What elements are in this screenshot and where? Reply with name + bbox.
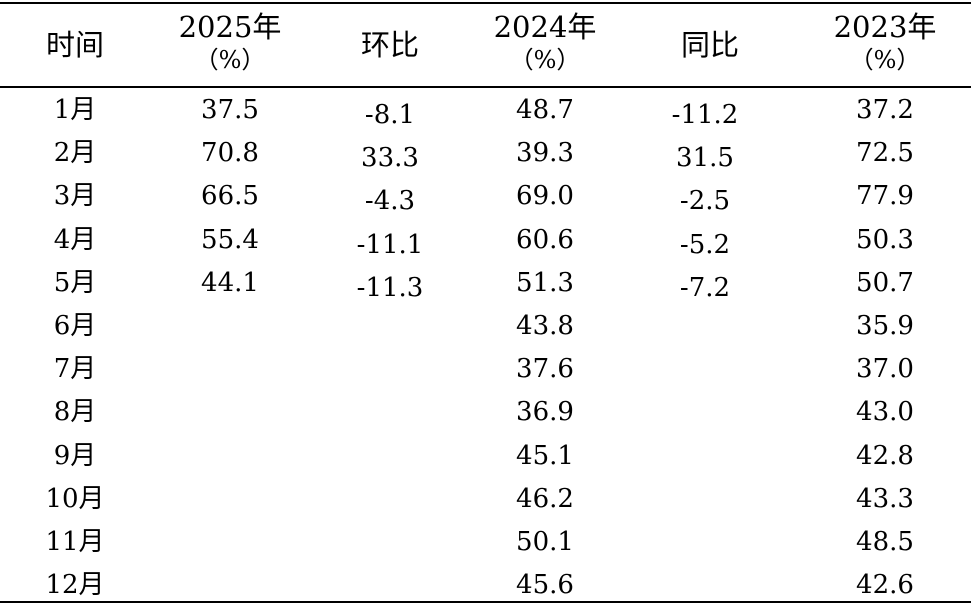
cell-y2023: 50.3: [856, 224, 914, 255]
cell-y2023: 42.8: [856, 440, 914, 471]
table-header-rule: [0, 86, 971, 88]
header-2023-unit: （%）: [849, 46, 921, 74]
header-2024-unit: （%）: [509, 46, 581, 74]
cell-mom: -11.1: [356, 229, 424, 260]
cell-y2024: 45.6: [516, 570, 574, 601]
cell-month: 9月: [53, 440, 97, 471]
header-2025-unit: （%）: [194, 46, 266, 74]
cell-y2023: 48.5: [856, 527, 914, 557]
cell-mom: -11.3: [356, 272, 424, 303]
cell-month: 11月: [45, 527, 105, 557]
header-2025: 2025年 （%）: [160, 10, 300, 76]
cell-y2023: 37.0: [856, 354, 914, 385]
cell-y2024: 51.3: [516, 267, 574, 298]
header-time: 时间: [20, 28, 130, 62]
cell-y2024: 43.8: [516, 311, 574, 341]
cell-month: 6月: [53, 311, 97, 341]
header-2024-label: 2024年: [493, 10, 597, 44]
cell-y2024: 48.7: [516, 95, 574, 125]
header-yoy-label: 同比: [680, 28, 739, 62]
header-2023: 2023年 （%）: [815, 10, 955, 76]
cell-yoy: -2.5: [679, 186, 731, 217]
cell-month: 2月: [53, 138, 97, 169]
cell-month: 3月: [53, 181, 97, 212]
cell-y2024: 45.1: [516, 440, 574, 471]
table-bottom-rule: [0, 601, 971, 603]
cell-y2023: 43.0: [856, 397, 914, 428]
cell-y2025: 37.5: [201, 95, 259, 125]
cell-y2024: 60.6: [516, 224, 574, 255]
cell-y2024: 50.1: [516, 527, 574, 557]
cell-y2025: 55.4: [201, 224, 259, 255]
cell-y2024: 36.9: [516, 397, 574, 428]
header-2025-label: 2025年: [178, 10, 282, 44]
table-top-rule: [0, 2, 971, 4]
cell-y2024: 37.6: [516, 354, 574, 385]
cell-month: 7月: [53, 354, 97, 385]
header-yoy: 同比: [650, 28, 770, 62]
cell-y2025: 70.8: [201, 138, 259, 169]
cell-yoy: -7.2: [679, 272, 731, 303]
cell-mom: -8.1: [364, 100, 416, 130]
cell-y2023: 77.9: [856, 181, 914, 212]
cell-y2024: 39.3: [516, 138, 574, 169]
header-mom: 环比: [330, 28, 450, 62]
cell-y2023: 43.3: [856, 483, 914, 514]
cell-y2023: 72.5: [856, 138, 914, 169]
cell-y2023: 50.7: [856, 267, 914, 298]
header-2024: 2024年 （%）: [475, 10, 615, 76]
cell-y2023: 37.2: [856, 95, 914, 125]
cell-mom: 33.3: [361, 143, 419, 174]
cell-month: 1月: [53, 95, 97, 125]
cell-y2023: 35.9: [856, 311, 914, 341]
cell-y2024: 69.0: [516, 181, 574, 212]
cell-month: 12月: [45, 570, 105, 601]
cell-y2025: 44.1: [201, 267, 259, 298]
cell-y2023: 42.6: [856, 570, 914, 601]
cell-month: 5月: [53, 267, 97, 298]
header-time-label: 时间: [45, 28, 104, 62]
cell-yoy: -11.2: [671, 100, 739, 130]
header-mom-label: 环比: [360, 28, 419, 62]
cell-mom: -4.3: [364, 186, 416, 217]
cell-y2025: 66.5: [201, 181, 259, 212]
cell-y2024: 46.2: [516, 483, 574, 514]
cell-month: 10月: [45, 483, 105, 514]
cell-yoy: 31.5: [676, 143, 734, 174]
cell-yoy: -5.2: [679, 229, 731, 260]
cell-month: 8月: [53, 397, 97, 428]
cell-month: 4月: [53, 224, 97, 255]
header-2023-label: 2023年: [833, 10, 937, 44]
